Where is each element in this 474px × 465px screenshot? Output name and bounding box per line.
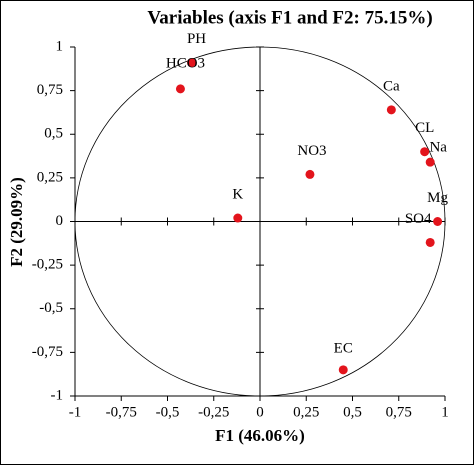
chart-title: Variables (axis F1 and F2: 75.15%) xyxy=(147,7,432,28)
y-tick-label: -1 xyxy=(51,387,64,403)
x-tick-label: -0,75 xyxy=(106,404,137,420)
point xyxy=(425,237,435,247)
point-label: EC xyxy=(334,340,353,356)
point xyxy=(386,105,396,115)
point xyxy=(433,217,443,226)
point xyxy=(338,365,348,375)
point-label: PH xyxy=(187,31,206,47)
x-tick-label: 1 xyxy=(441,404,449,420)
point xyxy=(420,147,430,157)
x-tick-label: 0 xyxy=(256,404,264,420)
point xyxy=(175,84,185,94)
point xyxy=(187,58,197,68)
x-tick-label: -0,25 xyxy=(198,404,229,420)
point-label: Ca xyxy=(383,78,400,94)
x-tick-label: -0,5 xyxy=(156,404,180,420)
y-tick-label: -0,75 xyxy=(32,344,63,360)
x-tick-label: -1 xyxy=(69,404,82,420)
x-tick-label: 0,75 xyxy=(386,404,412,420)
point-label: Na xyxy=(429,140,447,156)
x-tick-label: 0,5 xyxy=(343,404,362,420)
point-label: NO3 xyxy=(297,143,326,159)
point-label: CL xyxy=(415,120,434,136)
point-label: SO4 xyxy=(405,211,432,227)
y-axis-label: F2 (29.09%) xyxy=(7,177,26,267)
x-axis-label: F1 (46.06%) xyxy=(215,426,305,445)
point-label: Mg xyxy=(427,190,448,206)
point xyxy=(233,213,243,223)
y-tick-label: 0,75 xyxy=(37,82,63,98)
x-tick-label: 0,25 xyxy=(293,404,319,420)
point xyxy=(425,157,435,167)
y-tick-label: 0,25 xyxy=(37,169,63,185)
point-label: K xyxy=(232,186,243,202)
y-tick-label: -0,25 xyxy=(32,257,63,273)
y-tick-label: -0,5 xyxy=(39,300,63,316)
y-tick-label: 0 xyxy=(56,213,64,229)
y-tick-label: 1 xyxy=(56,38,64,54)
point xyxy=(305,169,315,179)
y-tick-label: 0,5 xyxy=(44,126,63,142)
point-label: HCO3 xyxy=(166,55,205,71)
